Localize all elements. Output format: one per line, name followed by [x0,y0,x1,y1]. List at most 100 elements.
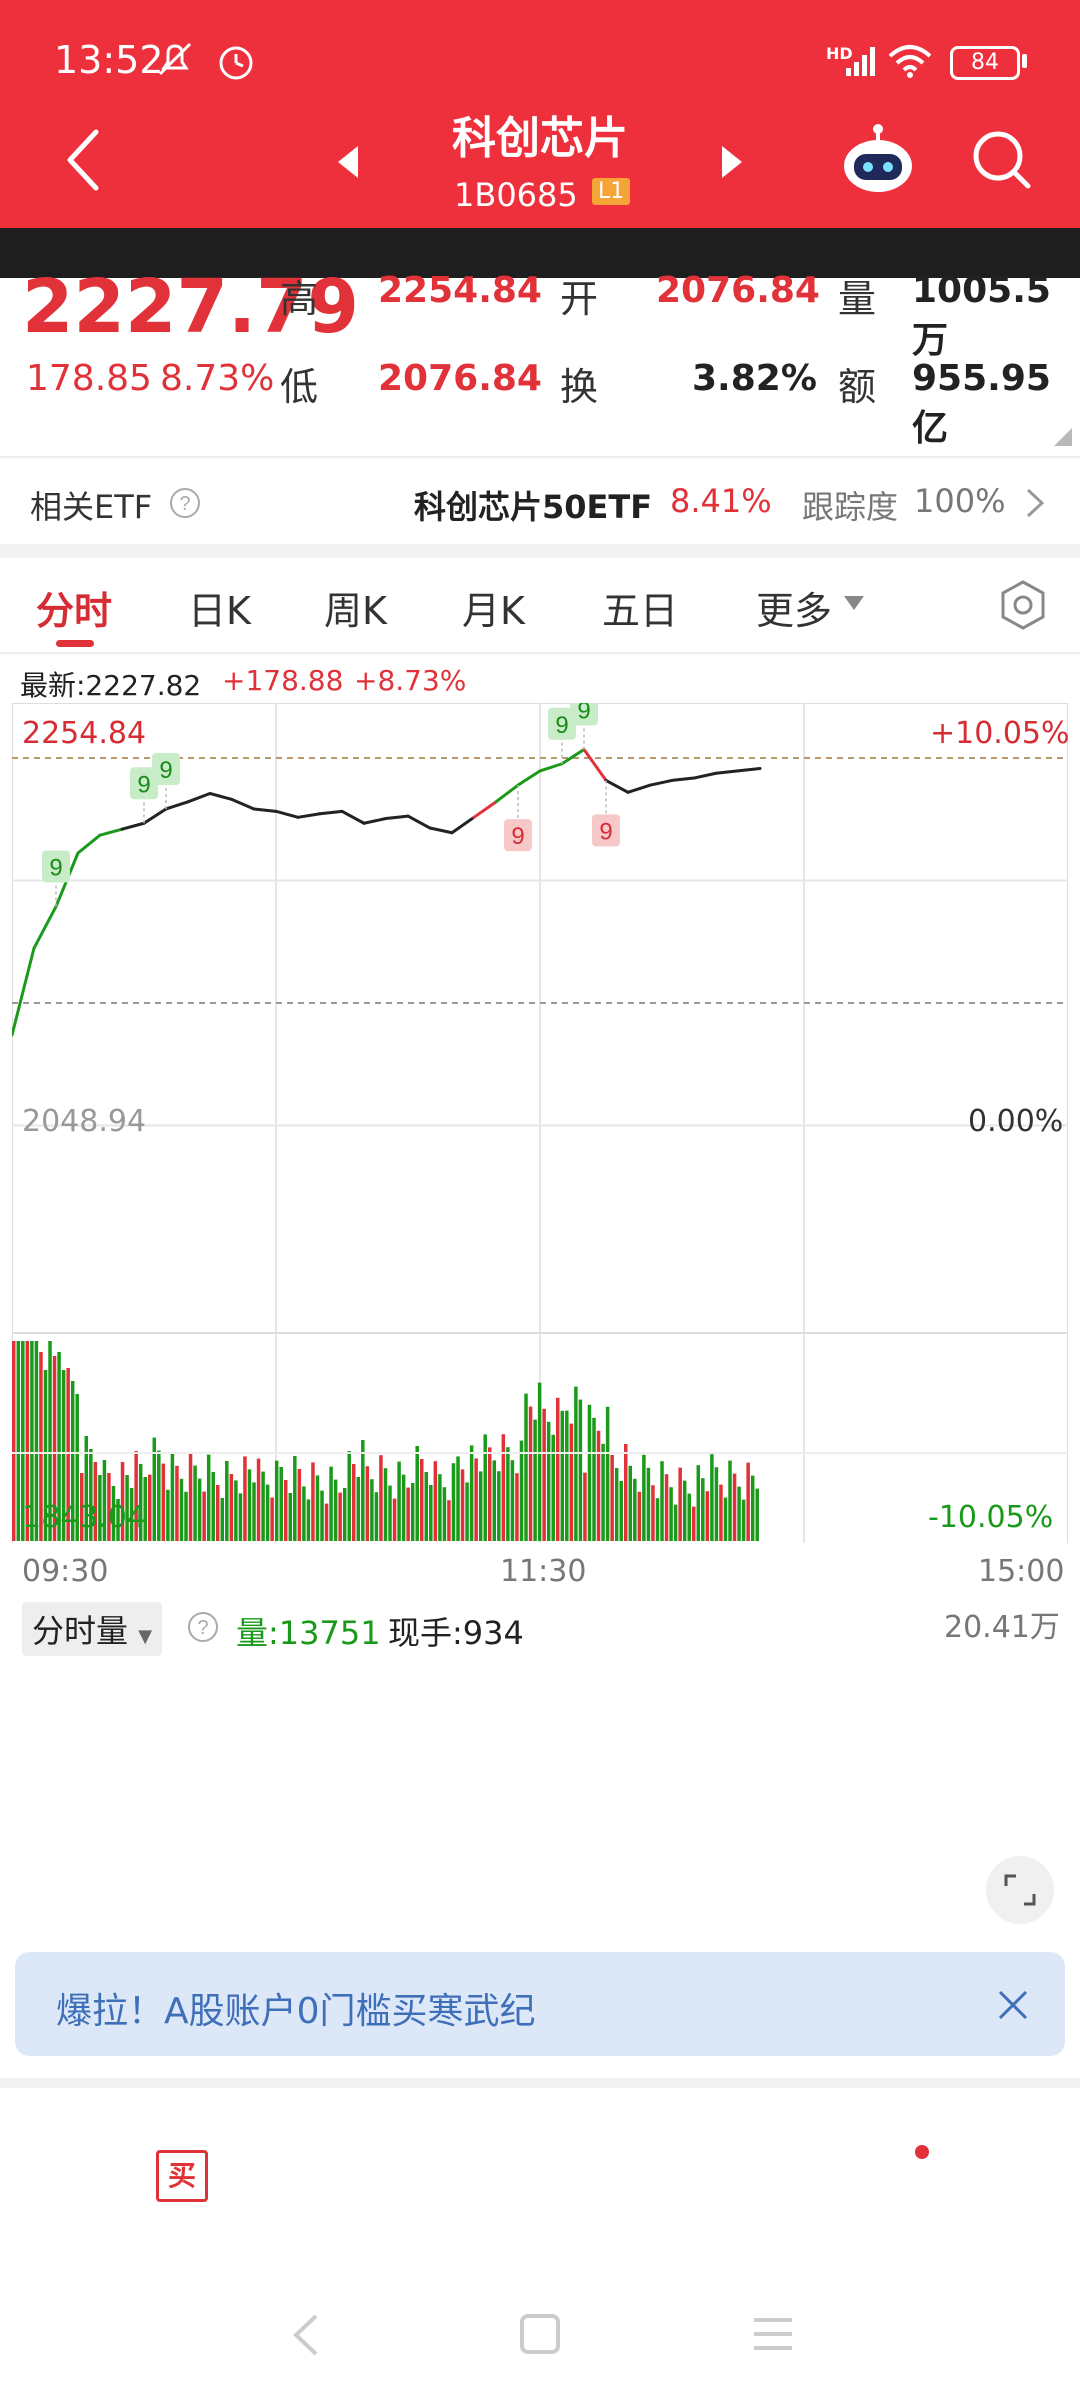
dropdown-icon[interactable] [842,594,866,612]
price-segment [98,827,124,837]
volume-bar [202,1491,206,1541]
volume-bar [741,1499,746,1541]
volume-bar [469,1445,474,1541]
next-stock-icon[interactable] [718,144,746,180]
tab-weekly-k[interactable]: 周K [324,589,387,633]
back-icon[interactable] [64,128,104,192]
volume-bar [528,1406,533,1541]
top-header: 13:52 HD 84 科创芯片 1B0685 L1 [0,0,1080,228]
prev-stock-icon[interactable] [334,144,362,180]
system-home-icon[interactable] [516,2310,564,2358]
x-axis-start: 09:30 [22,1554,109,1589]
volume-bar [311,1462,315,1541]
volume-bar [710,1454,714,1541]
volume-bar [456,1456,460,1541]
buy-index-button[interactable]: 买指数 [129,2212,231,2252]
volume-bar [129,1488,134,1541]
volume-bar [107,1473,111,1541]
function-button[interactable]: 功能 [866,2212,934,2252]
volume-bar [397,1461,401,1541]
volume-bar [714,1467,719,1541]
td-marker-label: 9 [137,771,150,798]
volume-bar [510,1460,515,1541]
volume-type-selector[interactable]: 分时量 ▼ [22,1602,163,1656]
volume-bar [61,1370,66,1541]
system-menu-icon[interactable] [750,2312,796,2356]
volume-bar [614,1468,619,1541]
volume-bar [12,1341,16,1541]
price-segment [714,769,740,775]
price-change-pct: 8.73% [160,358,275,399]
volume-bar [465,1482,469,1541]
volume-max-label: 20.41万 [944,1610,1060,1645]
td-marker-badge [570,703,598,726]
volume-bar [265,1484,270,1541]
ai-robot-icon[interactable] [838,122,918,198]
volume-help-icon[interactable]: ? [186,1610,220,1644]
tab-daily-k[interactable]: 日K [188,589,251,633]
promo-banner[interactable] [15,1952,1065,2056]
settings-icon[interactable] [996,578,1050,632]
volume-bar [583,1472,587,1541]
tab-intraday[interactable]: 分时 [36,589,113,633]
divider [0,456,1080,458]
tab-monthly-k[interactable]: 月K [462,589,525,633]
volume-bar [116,1499,120,1541]
price-segment [670,776,696,782]
close-banner-icon[interactable] [996,1988,1030,2022]
volume-bar [39,1352,43,1541]
price-segment [472,800,498,819]
volume-bar [370,1479,374,1541]
volume-bar [610,1455,614,1541]
td-marker-badge [592,814,620,847]
y-axis-mid: 2048.94 [22,1104,147,1139]
td-marker-badge [130,767,158,800]
volume-bar [642,1454,646,1541]
volume-bar [138,1464,143,1541]
volume-bar [247,1469,252,1541]
volume-bar [750,1475,755,1541]
volume-bar [701,1478,705,1541]
tab-five-day[interactable]: 五日 [602,589,679,633]
volume-bar [279,1467,283,1541]
volume-bar [682,1480,687,1541]
price-segment [582,747,608,782]
fullscreen-button[interactable] [986,1856,1054,1924]
level-badge: L1 [592,178,631,205]
price-segment [318,809,344,816]
volume-bar [406,1487,410,1541]
volume-bar [420,1459,424,1541]
help-icon[interactable]: ? [168,486,202,520]
volume-bar [596,1430,601,1541]
tab-more[interactable]: 更多 [756,589,833,633]
volume-bar [592,1417,596,1541]
volume-bar [451,1463,456,1541]
expand-corner-icon[interactable] [1054,428,1072,446]
divider [0,652,1080,654]
etf-name[interactable]: 科创芯片50ETF [414,488,653,526]
volume-bar [111,1486,116,1541]
volume-bar [601,1443,605,1541]
search-icon[interactable] [970,128,1034,192]
volume-bar [329,1466,333,1541]
volume-bar [193,1465,197,1541]
volume-bar [433,1461,438,1541]
add-watchlist-button[interactable]: 加自选 [489,2212,591,2252]
volume-bar [161,1463,166,1541]
price-segment [428,826,454,835]
price-line [12,747,762,1037]
volume-bar [424,1472,429,1541]
system-back-icon[interactable] [286,2310,326,2360]
price-segment [120,821,146,831]
volume-bar [669,1487,673,1541]
volume-bar [84,1436,89,1541]
volume-bar [170,1452,175,1541]
volume-bar [379,1455,383,1541]
promo-banner-text[interactable]: 爆拉！A股账户0门槛买寒武纪 [56,1991,536,2032]
volume-bar [633,1478,637,1541]
volume-bar [361,1440,365,1541]
chevron-right-icon[interactable] [1024,486,1046,520]
volume-bar [16,1341,21,1541]
volume-bar [628,1465,633,1541]
